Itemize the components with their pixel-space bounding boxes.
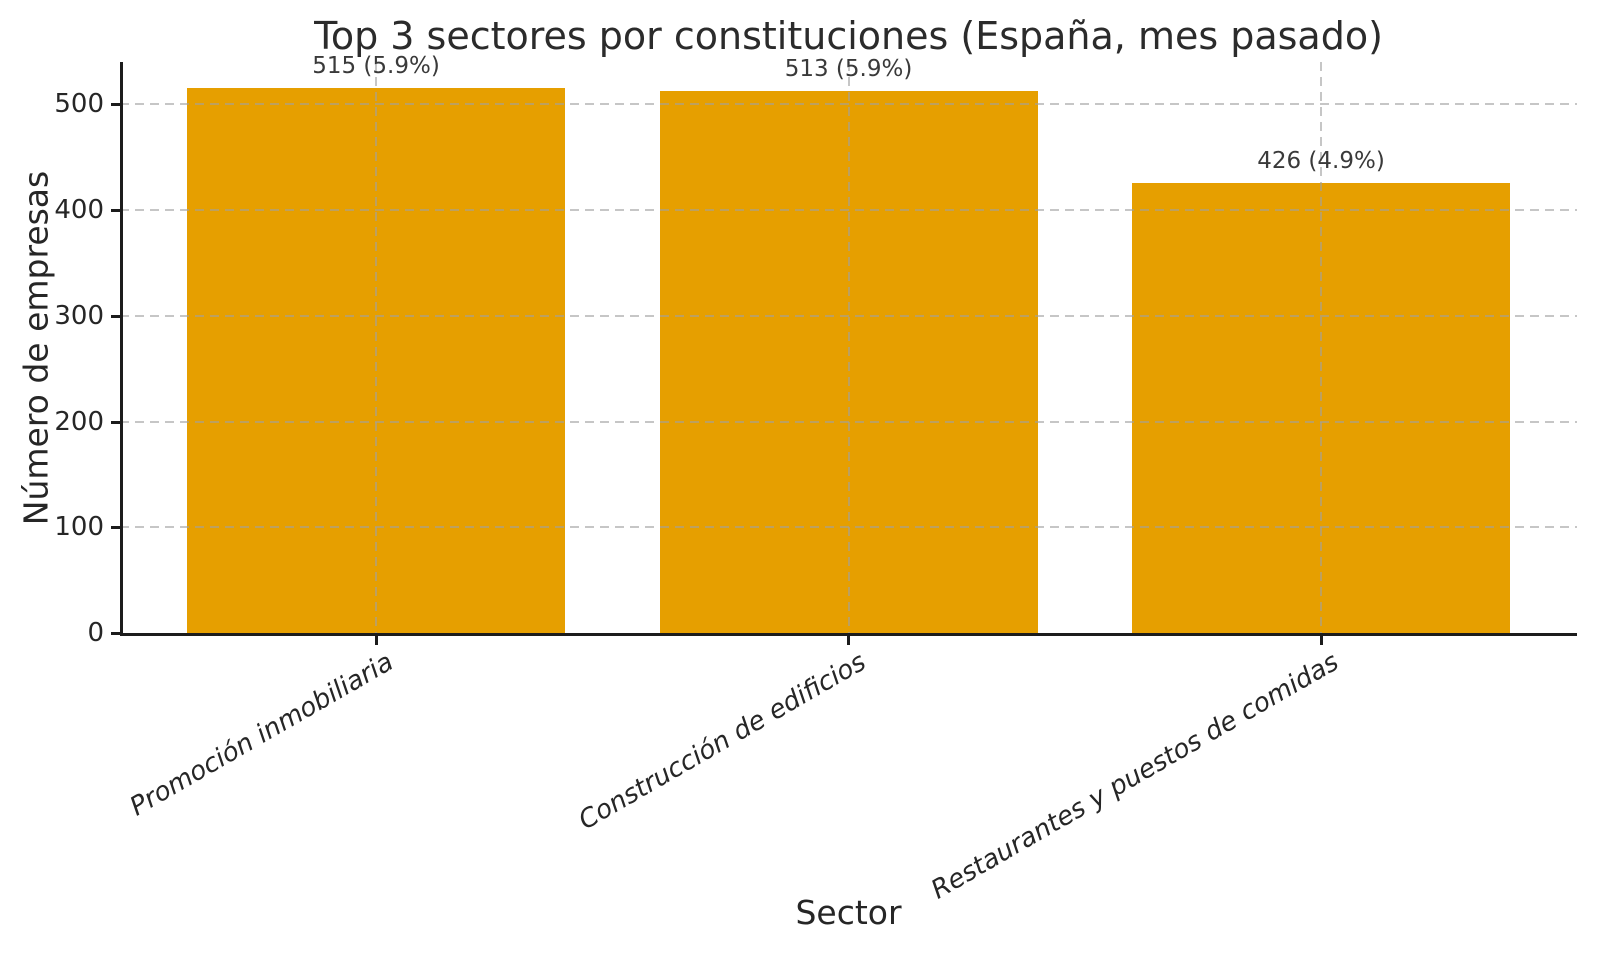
bar-value-label: 426 (4.9%) <box>1257 147 1385 174</box>
x-tick-label: Construcción de edificios <box>574 647 872 837</box>
x-axis-label: Sector <box>795 893 902 932</box>
x-axis-spine <box>120 633 1577 636</box>
y-tick-mark <box>111 209 120 213</box>
y-axis-spine <box>120 62 123 636</box>
y-tick-mark <box>111 526 120 530</box>
gridline-v <box>375 62 377 633</box>
y-tick-mark <box>111 314 120 318</box>
x-tick-mark <box>847 636 850 645</box>
x-tick-label: Restaurantes y puestos de comidas <box>926 647 1344 906</box>
bar-value-label: 513 (5.9%) <box>784 55 913 82</box>
y-tick-label: 100 <box>54 512 104 543</box>
x-tick-label: Promoción inmobiliaria <box>125 647 399 823</box>
y-tick-mark <box>111 632 120 635</box>
bar-value-label: 515 (5.9%) <box>312 53 440 80</box>
y-tick-label: 500 <box>54 89 104 120</box>
y-tick-label: 300 <box>54 300 104 331</box>
x-tick-mark <box>374 636 378 645</box>
y-tick-label: 0 <box>87 618 104 648</box>
y-tick-label: 400 <box>54 195 104 226</box>
x-tick-mark <box>1319 636 1323 645</box>
chart-title: Top 3 sectores por constituciones (Españ… <box>314 14 1383 58</box>
y-tick-mark <box>111 103 120 107</box>
y-tick-mark <box>111 420 120 424</box>
gridline-v <box>847 62 850 633</box>
y-tick-label: 200 <box>54 406 104 437</box>
gridline-v <box>1320 62 1322 633</box>
